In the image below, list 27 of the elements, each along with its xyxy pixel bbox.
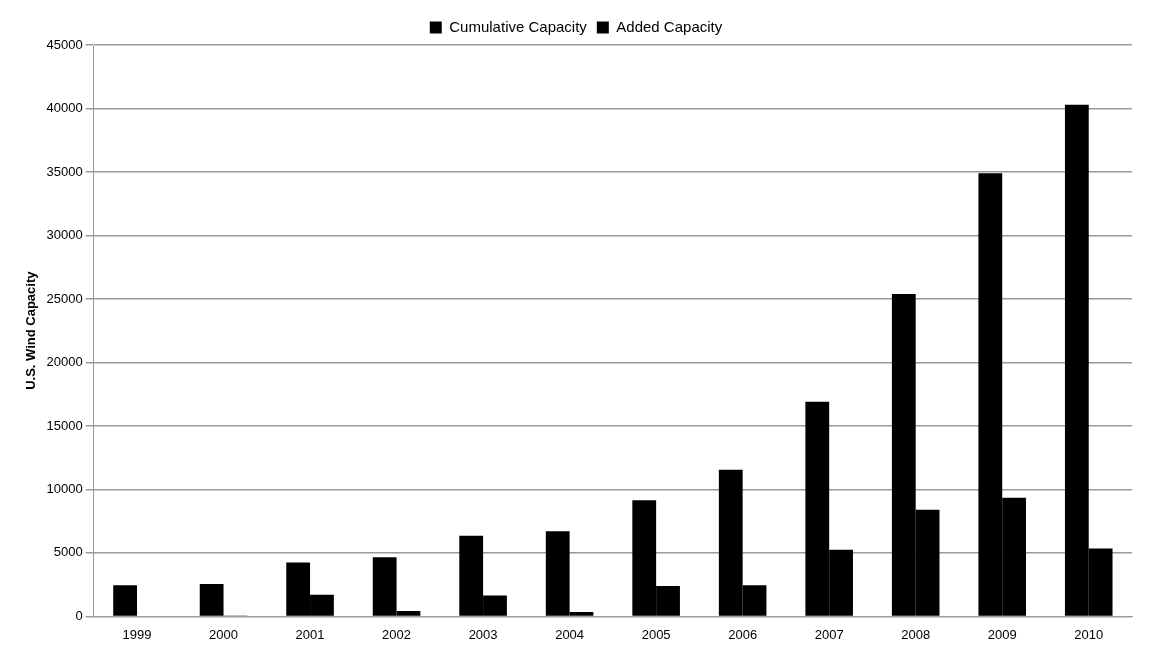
- x-tick-label: 1999: [122, 626, 152, 642]
- bar: [199, 584, 224, 616]
- x-tick-label: 2002: [382, 626, 412, 642]
- y-tick-label: 15000: [46, 417, 83, 433]
- y-tick-label: 30000: [46, 227, 83, 243]
- x-tick-label: 2003: [468, 626, 498, 642]
- x-tick-label: 2008: [901, 626, 931, 642]
- y-tick-label: 0: [75, 607, 83, 623]
- y-tick-label: 45000: [46, 36, 83, 52]
- x-tick-label: 2000: [209, 626, 238, 642]
- x-tick-label: 2007: [814, 626, 844, 642]
- x-tick-label: 2006: [728, 626, 758, 642]
- y-tick-label: 40000: [46, 100, 83, 116]
- y-axis-title: U.S. Wind Capacity: [23, 270, 39, 390]
- x-tick-label: 2010: [1074, 626, 1104, 642]
- legend-label: Added Capacity: [616, 17, 723, 35]
- bar: [113, 585, 138, 616]
- x-tick-label: 2005: [641, 626, 671, 642]
- x-tick-label: 2009: [987, 626, 1017, 642]
- y-tick-label: 35000: [46, 163, 83, 179]
- y-tick-label: 25000: [46, 290, 83, 306]
- x-tick-label: 2001: [295, 626, 325, 642]
- y-tick-label: 5000: [53, 544, 83, 560]
- x-tick-label: 2004: [555, 626, 585, 642]
- y-tick-label: 20000: [46, 354, 83, 370]
- y-tick-label: 10000: [46, 481, 83, 496]
- legend-label: Cumulative Capacity: [449, 17, 588, 35]
